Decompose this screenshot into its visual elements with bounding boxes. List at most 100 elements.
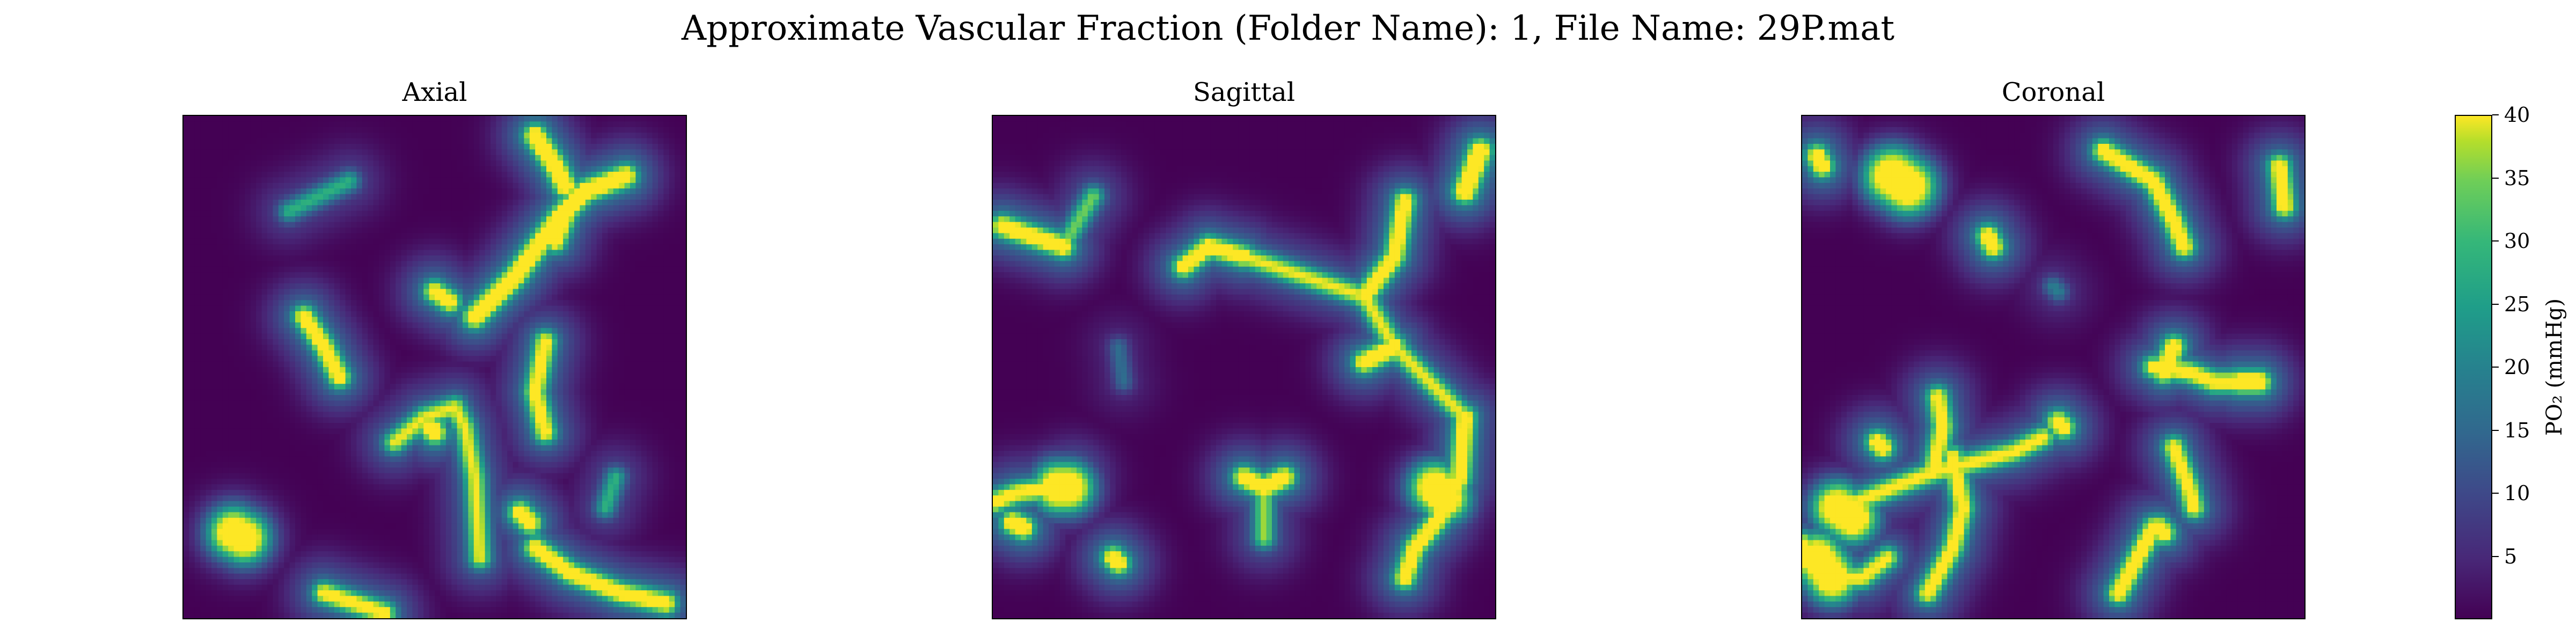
heatmap-cell xyxy=(496,305,502,312)
heatmap-cell xyxy=(194,317,201,323)
heatmap-cell xyxy=(356,144,363,150)
heatmap-cell xyxy=(596,182,603,189)
heatmap-cell xyxy=(457,127,463,133)
heatmap-cell xyxy=(323,233,329,239)
heatmap-cell xyxy=(535,389,541,396)
heatmap-cell xyxy=(407,406,413,412)
heatmap-cell xyxy=(217,272,223,279)
heatmap-cell xyxy=(485,210,491,217)
heatmap-cell xyxy=(680,216,686,223)
heatmap-cell xyxy=(507,289,514,295)
heatmap-cell xyxy=(312,361,318,368)
heatmap-cell xyxy=(635,210,642,217)
heatmap-cell xyxy=(228,222,235,228)
heatmap-cell xyxy=(496,238,502,245)
heatmap-cell xyxy=(468,138,474,144)
heatmap-cell xyxy=(647,277,653,284)
heatmap-cell xyxy=(328,361,335,368)
heatmap-cell xyxy=(306,177,312,184)
heatmap-cell xyxy=(496,188,502,195)
heatmap-cell xyxy=(194,289,201,295)
heatmap-cell xyxy=(233,333,240,340)
heatmap-cell xyxy=(345,378,352,384)
heatmap-cell xyxy=(630,177,636,184)
heatmap-cell xyxy=(396,339,402,345)
heatmap-cell xyxy=(289,266,296,273)
heatmap-cell xyxy=(501,406,508,412)
heatmap-cell xyxy=(379,395,385,401)
heatmap-cell xyxy=(189,423,195,429)
heatmap-cell xyxy=(479,294,486,301)
heatmap-cell xyxy=(669,400,675,407)
heatmap-cell xyxy=(652,384,658,390)
heatmap-cell xyxy=(390,200,396,206)
heatmap-cell xyxy=(384,272,391,279)
heatmap-cell xyxy=(189,210,195,217)
heatmap-cell xyxy=(496,182,502,189)
heatmap-cell xyxy=(568,216,575,223)
heatmap-cell xyxy=(200,423,207,429)
heatmap-cell xyxy=(373,188,379,195)
heatmap-cell xyxy=(206,372,212,379)
heatmap-cell xyxy=(513,255,519,261)
heatmap-cell xyxy=(401,144,407,150)
heatmap-cell xyxy=(540,250,547,256)
heatmap-cell xyxy=(557,222,564,228)
heatmap-cell xyxy=(273,322,279,328)
heatmap-cell xyxy=(396,395,402,401)
heatmap-cell xyxy=(513,372,519,379)
heatmap-cell xyxy=(256,361,262,368)
heatmap-cell xyxy=(652,127,658,133)
heatmap-cell xyxy=(328,406,335,412)
heatmap-cell xyxy=(501,172,508,178)
heatmap-cell xyxy=(423,361,430,368)
heatmap-cell xyxy=(301,261,307,267)
heatmap-cell xyxy=(652,182,658,189)
heatmap-cell xyxy=(306,289,312,295)
heatmap-cell xyxy=(189,182,195,189)
heatmap-cell xyxy=(585,277,591,284)
heatmap-cell xyxy=(317,127,324,133)
heatmap-cell xyxy=(513,266,519,273)
heatmap-cell xyxy=(194,378,201,384)
heatmap-cell xyxy=(250,395,257,401)
heatmap-cell xyxy=(301,233,307,239)
heatmap-cell xyxy=(630,155,636,161)
heatmap-cell xyxy=(362,294,368,301)
heatmap-cell xyxy=(206,266,212,273)
heatmap-cell xyxy=(641,155,647,161)
heatmap-cell xyxy=(334,166,340,172)
heatmap-cell xyxy=(580,121,586,128)
heatmap-cell xyxy=(250,155,257,161)
heatmap-cell xyxy=(552,289,558,295)
heatmap-cell xyxy=(306,367,312,373)
heatmap-cell xyxy=(663,250,670,256)
heatmap-cell xyxy=(429,177,435,184)
heatmap-cell xyxy=(401,272,407,279)
heatmap-cell xyxy=(663,127,670,133)
heatmap-cell xyxy=(552,322,558,328)
heatmap-cell xyxy=(396,244,402,251)
heatmap-cell xyxy=(641,305,647,312)
heatmap-cell xyxy=(540,272,547,279)
heatmap-cell xyxy=(473,389,480,396)
heatmap-cell xyxy=(301,255,307,261)
heatmap-cell xyxy=(429,322,435,328)
heatmap-cell xyxy=(284,222,290,228)
heatmap-cell xyxy=(217,389,223,396)
heatmap-cell xyxy=(222,311,229,317)
heatmap-cell xyxy=(379,222,385,228)
heatmap-cell xyxy=(546,250,552,256)
heatmap-cell xyxy=(301,294,307,301)
heatmap-cell xyxy=(647,406,653,412)
heatmap-cell xyxy=(356,272,363,279)
heatmap-cell xyxy=(463,155,469,161)
heatmap-cell xyxy=(312,166,318,172)
heatmap-cell xyxy=(479,244,486,251)
heatmap-cell xyxy=(306,200,312,206)
heatmap-cell xyxy=(647,116,653,122)
heatmap-cell xyxy=(641,322,647,328)
heatmap-cell xyxy=(624,294,631,301)
heatmap-cell xyxy=(451,305,458,312)
heatmap-cell xyxy=(211,423,217,429)
